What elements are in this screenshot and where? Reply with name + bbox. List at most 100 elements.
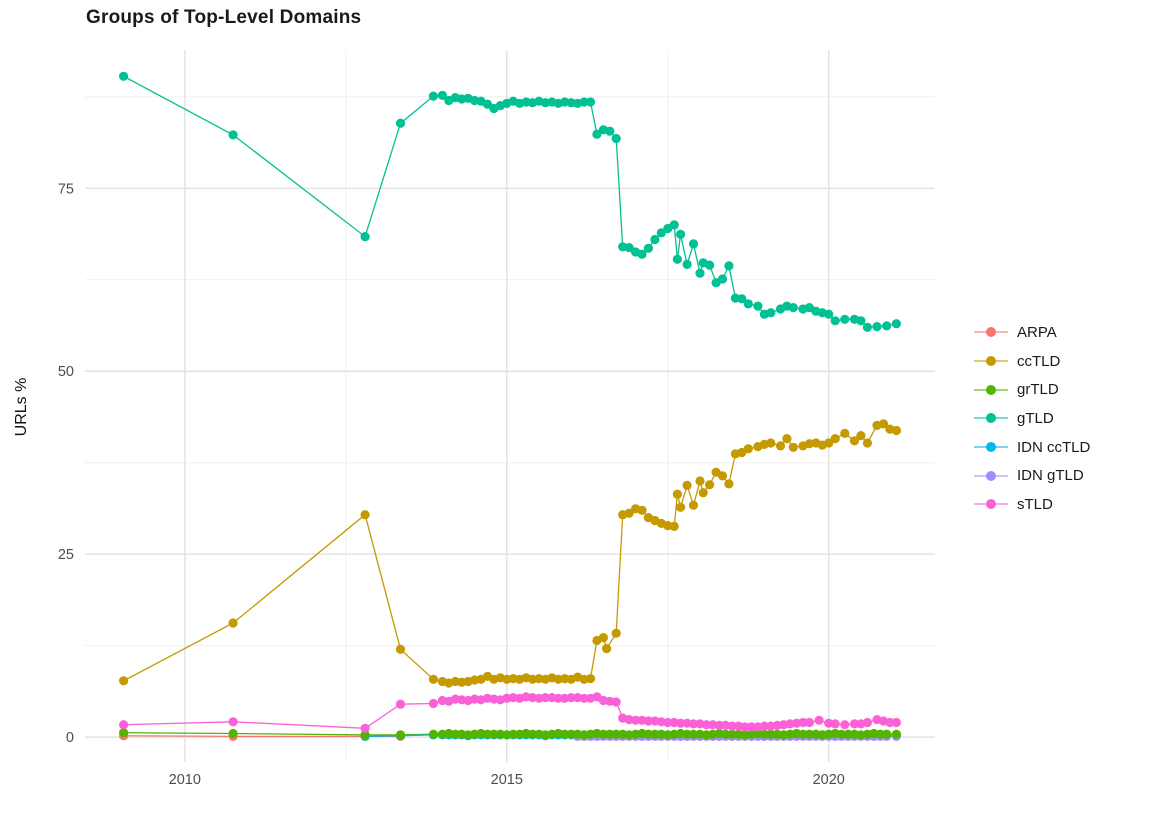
data-point bbox=[119, 71, 129, 81]
data-point bbox=[395, 699, 406, 709]
data-point bbox=[611, 628, 621, 638]
data-point bbox=[611, 697, 621, 707]
legend-key bbox=[974, 384, 1008, 396]
data-point bbox=[482, 729, 493, 739]
legend-key bbox=[974, 326, 1008, 338]
data-point bbox=[862, 438, 873, 448]
data-point bbox=[663, 717, 673, 728]
data-point bbox=[891, 425, 902, 436]
legend-key bbox=[974, 412, 1008, 424]
data-point bbox=[360, 232, 370, 242]
data-point bbox=[672, 254, 683, 264]
data-point bbox=[878, 419, 889, 429]
data-point bbox=[849, 436, 860, 446]
legend-label: IDN gTLD bbox=[1017, 467, 1084, 485]
data-point bbox=[602, 644, 612, 654]
data-point bbox=[891, 729, 902, 739]
data-point bbox=[721, 729, 731, 739]
data-point bbox=[740, 722, 750, 732]
data-point bbox=[598, 633, 609, 643]
data-point bbox=[885, 717, 895, 728]
data-point bbox=[428, 91, 438, 101]
data-point bbox=[856, 316, 866, 326]
legend-key bbox=[974, 355, 1008, 367]
data-point bbox=[360, 723, 370, 733]
data-point bbox=[766, 308, 776, 318]
data-point bbox=[676, 229, 686, 239]
data-point bbox=[688, 239, 699, 249]
y-tick-label: 0 bbox=[66, 730, 74, 746]
legend-key-dot bbox=[986, 384, 996, 395]
data-point bbox=[592, 129, 602, 139]
data-point bbox=[843, 729, 853, 739]
data-point bbox=[579, 97, 589, 107]
data-point bbox=[830, 719, 840, 729]
data-point bbox=[489, 729, 499, 739]
data-point bbox=[743, 444, 753, 454]
data-point bbox=[872, 322, 882, 332]
data-point bbox=[862, 717, 873, 728]
y-tick-label: 25 bbox=[58, 547, 74, 563]
data-point bbox=[717, 274, 728, 284]
data-point bbox=[705, 260, 715, 270]
data-point bbox=[669, 220, 679, 230]
legend-label: sTLD bbox=[1017, 495, 1053, 513]
data-point bbox=[650, 234, 660, 245]
legend-key-dot bbox=[986, 499, 996, 510]
y-tick-label: 50 bbox=[58, 364, 74, 380]
data-point bbox=[753, 301, 763, 311]
legend-key-dot bbox=[986, 356, 996, 367]
data-point bbox=[695, 268, 705, 278]
data-point bbox=[766, 438, 776, 448]
data-point bbox=[228, 130, 238, 140]
data-point bbox=[824, 438, 834, 448]
data-point bbox=[527, 729, 538, 739]
x-tick-label: 2010 bbox=[169, 772, 201, 788]
legend-item-stld: sTLD bbox=[974, 490, 1090, 519]
series-points bbox=[119, 71, 902, 742]
data-point bbox=[891, 319, 902, 329]
data-point bbox=[631, 715, 641, 725]
data-point bbox=[676, 502, 686, 512]
data-point bbox=[688, 729, 699, 739]
data-point bbox=[611, 133, 621, 144]
line-arpa bbox=[123, 735, 401, 738]
data-point bbox=[891, 717, 902, 728]
legend-label: ARPA bbox=[1017, 323, 1057, 341]
legend-key-dot bbox=[986, 442, 996, 453]
data-point bbox=[637, 249, 647, 259]
data-point bbox=[605, 126, 615, 136]
data-point bbox=[701, 720, 712, 730]
data-point bbox=[759, 721, 770, 731]
series-lines bbox=[123, 75, 897, 738]
x-axis: 2010 2015 2020 bbox=[169, 772, 845, 788]
data-point bbox=[862, 322, 873, 332]
data-point bbox=[814, 715, 824, 725]
data-point bbox=[598, 729, 609, 739]
data-point bbox=[228, 728, 238, 739]
data-point bbox=[840, 314, 850, 324]
data-point bbox=[579, 693, 589, 703]
data-point bbox=[727, 729, 737, 739]
data-point bbox=[553, 693, 563, 703]
x-tick-label: 2020 bbox=[813, 772, 845, 788]
data-point bbox=[611, 729, 621, 739]
data-point bbox=[395, 644, 406, 654]
data-point bbox=[119, 728, 129, 738]
gridlines-major bbox=[85, 50, 935, 762]
legend-key bbox=[974, 498, 1008, 510]
data-point bbox=[437, 90, 447, 100]
legend: ARPA ccTLD grTLD gTLD IDN ccTLD IDN gTLD… bbox=[974, 318, 1090, 519]
data-point bbox=[643, 729, 654, 739]
data-point bbox=[360, 730, 370, 740]
data-point bbox=[682, 259, 692, 269]
data-point bbox=[540, 693, 551, 703]
x-tick-label: 2015 bbox=[491, 772, 523, 788]
legend-label: IDN ccTLD bbox=[1017, 438, 1091, 456]
legend-label: gTLD bbox=[1017, 409, 1054, 427]
line-gtld bbox=[123, 75, 897, 328]
data-point bbox=[766, 729, 776, 739]
data-point bbox=[624, 243, 634, 253]
points-cctld bbox=[119, 419, 902, 688]
